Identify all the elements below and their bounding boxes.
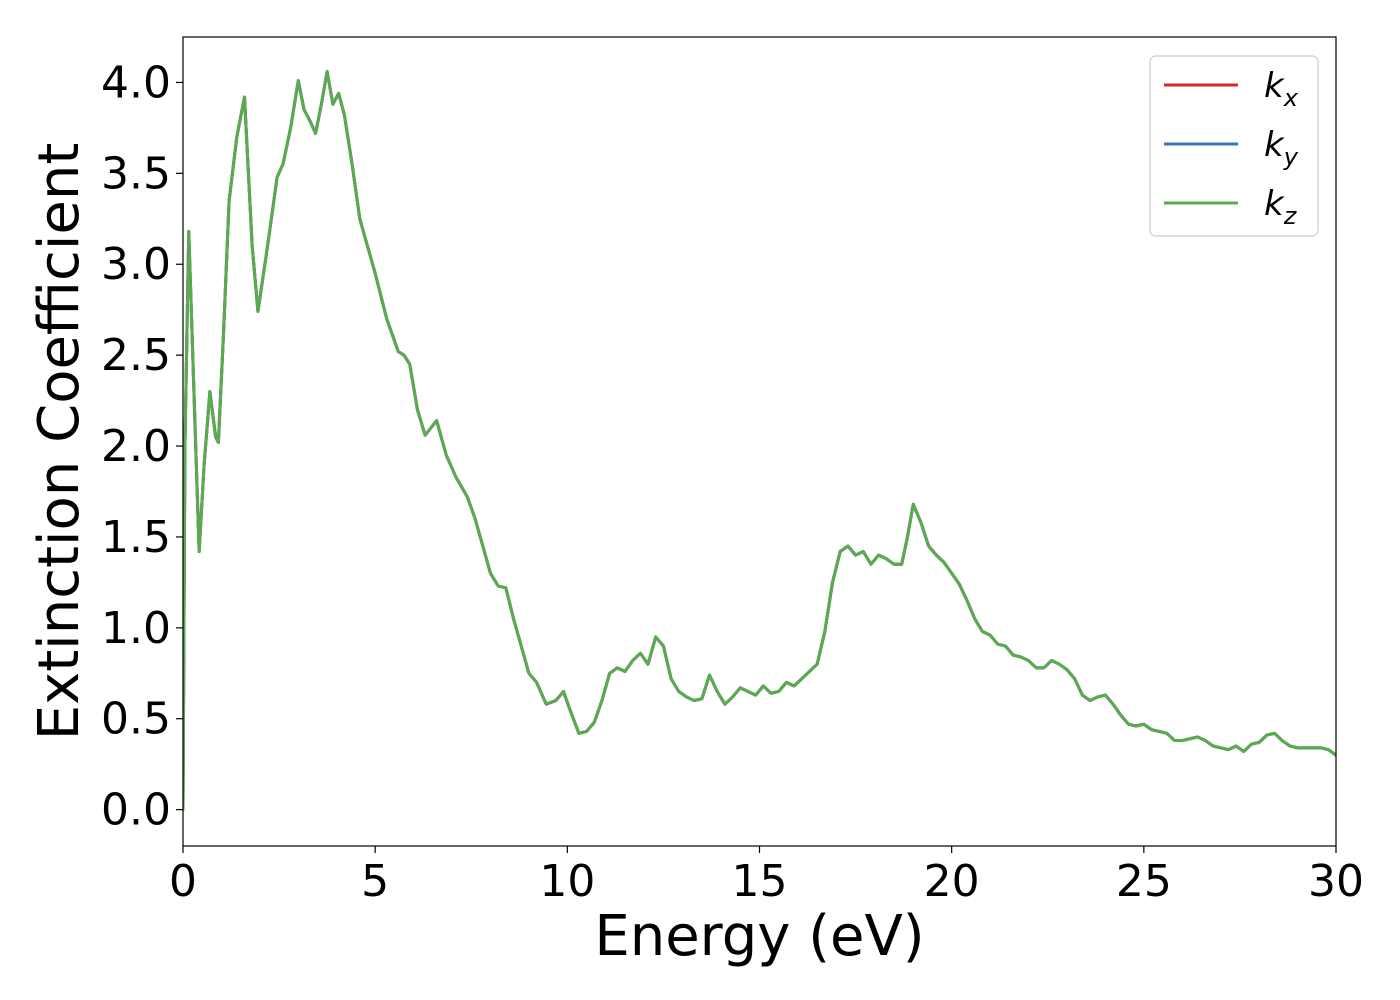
y-tick-label: 3.0	[101, 239, 171, 290]
legend-label-subscript: z	[1283, 202, 1298, 230]
y-tick-label: 1.5	[101, 512, 171, 563]
legend-label-kx: kx	[1264, 66, 1299, 112]
legend-label-ky: ky	[1264, 125, 1299, 171]
y-tick-label: 3.5	[101, 148, 171, 199]
y-tick-label: 4.0	[101, 57, 171, 108]
legend-label-subscript: y	[1283, 143, 1299, 171]
y-tick-label: 0.5	[101, 694, 171, 745]
x-tick-label: 20	[924, 856, 980, 907]
y-tick-label: 2.0	[101, 421, 171, 472]
y-tick-label: 1.0	[101, 603, 171, 654]
x-tick-label: 10	[539, 856, 595, 907]
y-tick-label: 2.5	[101, 330, 171, 381]
series-layer	[183, 70, 1336, 812]
legend-label-base: k	[1264, 125, 1285, 165]
x-axis: 0 5 10 15 20 25 30	[169, 846, 1364, 907]
series-line-kz	[183, 70, 1336, 812]
x-tick-label: 5	[361, 856, 389, 907]
x-axis-title: Energy (eV)	[594, 904, 924, 969]
legend-label-base: k	[1264, 66, 1285, 106]
x-tick-label: 30	[1308, 856, 1364, 907]
x-tick-label: 15	[732, 856, 788, 907]
x-tick-label: 25	[1116, 856, 1172, 907]
y-axis: 0.0 0.5 1.0 1.5 2.0 2.5 3.0 3.5 4.0	[101, 57, 183, 836]
legend-label-base: k	[1264, 184, 1285, 224]
legend-box	[1149, 55, 1319, 237]
legend-label-kz: kz	[1264, 184, 1298, 230]
y-tick-label: 0.0	[101, 785, 171, 836]
legend-label-subscript: x	[1283, 84, 1299, 112]
x-tick-label: 0	[169, 856, 197, 907]
y-axis-title: Extinction Coefficient	[27, 143, 92, 741]
